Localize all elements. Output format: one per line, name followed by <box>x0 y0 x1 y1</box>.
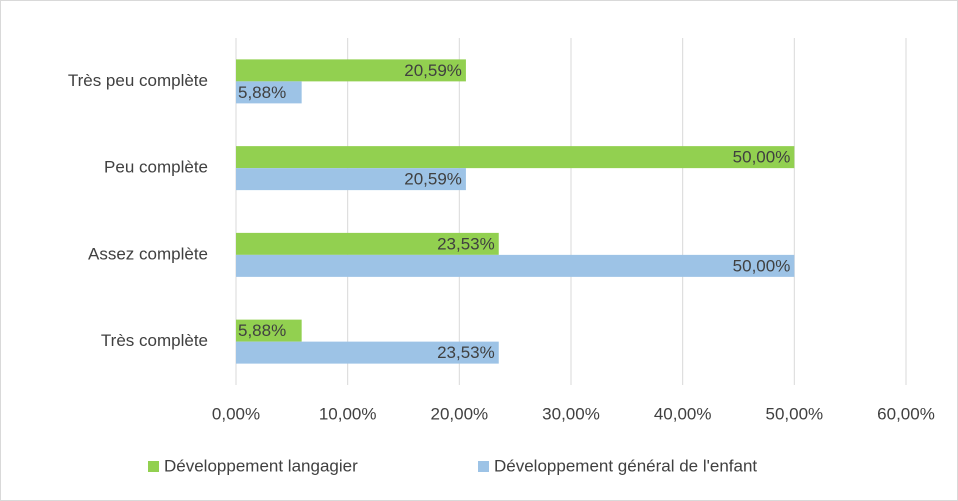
legend-label: Développement général de l'enfant <box>494 456 757 475</box>
x-tick-label: 30,00% <box>542 404 600 423</box>
y-tick-label: Peu complète <box>104 158 208 177</box>
data-label: 5,88% <box>238 83 286 102</box>
data-label: 23,53% <box>437 234 495 253</box>
data-label: 20,59% <box>404 61 462 80</box>
x-tick-label: 60,00% <box>877 404 935 423</box>
bar <box>236 146 795 169</box>
data-label: 50,00% <box>733 148 791 167</box>
bar <box>236 254 795 277</box>
y-tick-label: Très peu complète <box>68 71 208 90</box>
bar <box>236 59 466 82</box>
x-tick-label: 50,00% <box>765 404 823 423</box>
bar <box>236 232 499 255</box>
legend-swatch <box>148 461 159 472</box>
bar <box>236 319 302 342</box>
legend-swatch <box>478 461 489 472</box>
x-tick-label: 10,00% <box>319 404 377 423</box>
data-label: 50,00% <box>733 256 791 275</box>
y-tick-label: Très complète <box>101 331 208 350</box>
bar <box>236 341 499 364</box>
x-tick-label: 20,00% <box>430 404 488 423</box>
bar <box>236 168 466 191</box>
x-tick-label: 40,00% <box>654 404 712 423</box>
x-tick-label: 0,00% <box>212 404 260 423</box>
data-label: 23,53% <box>437 343 495 362</box>
legend-label: Développement langagier <box>164 456 358 475</box>
data-label: 5,88% <box>238 321 286 340</box>
data-label: 20,59% <box>404 170 462 189</box>
y-tick-label: Assez complète <box>88 244 208 263</box>
bar <box>236 81 302 104</box>
